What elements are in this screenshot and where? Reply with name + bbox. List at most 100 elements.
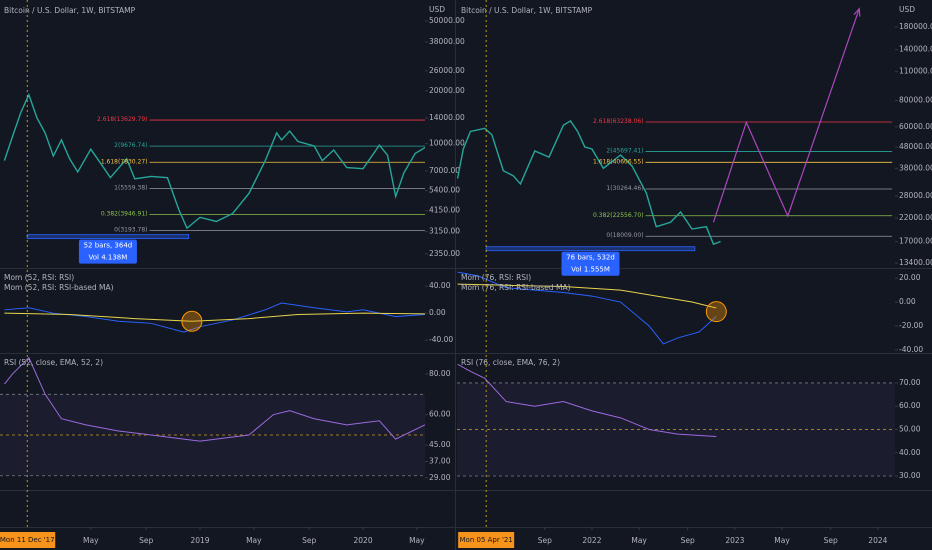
measure-label-box	[78, 239, 137, 264]
y-tick-label: -20.00	[899, 321, 923, 330]
x-tick-label: 2019	[190, 536, 209, 545]
highlight-circle	[705, 301, 727, 323]
y-tick-label: 60.00	[899, 401, 921, 410]
measure-label: Vol 4.138M	[89, 254, 128, 262]
panel	[457, 8, 893, 246]
y-tick-label: 38000.00	[429, 37, 465, 46]
panel	[457, 363, 895, 477]
x-tick-label: Sep	[538, 536, 552, 545]
y-tick-label: 45.00	[429, 440, 451, 449]
y-tick-label: 50.00	[899, 424, 921, 433]
y-tick-label: -40.00	[899, 345, 923, 354]
fib-label: 1(30264.46)	[606, 185, 643, 192]
fib-label: 0(18009.00)	[606, 232, 643, 239]
chart-title: Bitcoin / U.S. Dollar, 1W, BITSTAMP	[461, 6, 593, 15]
y-tick-label: 30.00	[899, 471, 921, 480]
y-tick-label: 5400.00	[429, 186, 460, 195]
y-tick-label: 37.00	[429, 456, 451, 465]
measure-range	[485, 246, 696, 252]
y-tick-label: 80000.00	[899, 96, 932, 105]
panel	[3, 92, 425, 232]
x-tick-label: 2023	[725, 536, 744, 545]
y-tick-label: 2350.00	[429, 249, 460, 258]
fib-label: 0(3193.78)	[114, 227, 147, 234]
x-tick-label: May	[83, 536, 99, 545]
y-tick-label: 10000.00	[429, 139, 465, 148]
series-line	[457, 283, 717, 309]
fib-label: 1.618(7830.27)	[101, 158, 148, 165]
y-tick-label: 4150.00	[429, 206, 460, 215]
fib-label: 2(45697.41)	[606, 148, 643, 155]
x-tick-label: Sep	[824, 536, 838, 545]
series-line	[3, 92, 425, 230]
projection-line	[712, 8, 860, 223]
y-tick-label: 17000.00	[899, 236, 932, 245]
series-line	[4, 356, 425, 442]
measure-range	[26, 234, 190, 240]
fib-label: 0.382(3946.91)	[101, 210, 148, 217]
x-tick-label: 2022	[582, 536, 601, 545]
crosshair-label-box	[0, 532, 56, 548]
fib-label: 2.618(13629.79)	[97, 116, 148, 123]
highlight-circle	[181, 310, 203, 332]
measure-label: Vol 1.555M	[571, 266, 610, 274]
panel	[0, 356, 425, 477]
y-tick-label: 110000.00	[899, 67, 932, 76]
y-tick-label: 40.00	[429, 281, 451, 290]
fib-label: 1(5559.38)	[114, 184, 147, 191]
legend-entry: RSI (76, close, EMA, 76, 2)	[461, 358, 560, 367]
y-tick-label: 180000.00	[899, 22, 932, 31]
x-tick-label: 2020	[354, 536, 373, 545]
legend-entry: RSI (52, close, EMA, 52, 2)	[4, 358, 103, 367]
y-tick-label: 29.00	[429, 473, 451, 482]
y-tick-label: 70.00	[899, 378, 921, 387]
y-tick-label: 0.00	[429, 308, 446, 317]
y-tick-label: 13400.00	[899, 258, 932, 267]
y-tick-label: 40.00	[899, 448, 921, 457]
y-tick-label: 60.00	[429, 410, 451, 419]
legend-entry: Mom (52, RSI: RSI-based MA)	[4, 283, 114, 292]
x-tick-label: May	[409, 536, 425, 545]
y-tick-label: -40.00	[429, 335, 453, 344]
y-tick-label: 22000.00	[899, 213, 932, 222]
y-tick-label: 48000.00	[899, 142, 932, 151]
y-tick-label: 0.00	[899, 297, 916, 306]
crosshair-label: Mon 11 Dec '17	[0, 536, 55, 544]
series-line	[457, 271, 717, 345]
x-tick-label: 2024	[868, 536, 887, 545]
y-tick-label: 7000.00	[429, 166, 460, 175]
series-line	[4, 312, 425, 322]
axis-label: USD	[429, 5, 445, 14]
fib-label: 2.618(63238.06)	[593, 118, 644, 125]
y-tick-label: 26000.00	[429, 66, 465, 75]
crosshair-label-box	[458, 532, 515, 548]
x-tick-label: May	[774, 536, 790, 545]
x-tick-label: Sep	[139, 536, 153, 545]
legend-entry: Mom (76, RSI: RSI-based MA)	[461, 283, 571, 292]
fib-label: 2(9676.74)	[114, 142, 147, 149]
y-tick-label: 3150.00	[429, 227, 460, 236]
y-tick-label: 20000.00	[429, 86, 465, 95]
series-line	[457, 363, 717, 437]
y-tick-label: 140000.00	[899, 45, 932, 54]
measure-label: 76 bars, 532d	[566, 254, 615, 262]
fib-label: 0.382(22556.70)	[593, 212, 644, 219]
projection-arrowhead	[853, 7, 861, 17]
y-tick-label: 20.00	[899, 273, 921, 282]
y-tick-label: 80.00	[429, 369, 451, 378]
panel	[4, 302, 425, 333]
x-tick-label: Sep	[681, 536, 695, 545]
x-tick-label: May	[631, 536, 647, 545]
y-tick-label: 38000.00	[899, 163, 932, 172]
x-tick-label: Sep	[302, 536, 316, 545]
y-tick-label: 60000.00	[899, 122, 932, 131]
axis-label: USD	[899, 5, 915, 14]
series-line	[457, 119, 721, 246]
y-tick-label: 50000.00	[429, 16, 465, 25]
measure-label-box	[561, 251, 620, 276]
fib-label: 1.618(40606.55)	[593, 158, 644, 165]
legend-entry: Mom (76, RSI: RSI)	[461, 273, 531, 282]
